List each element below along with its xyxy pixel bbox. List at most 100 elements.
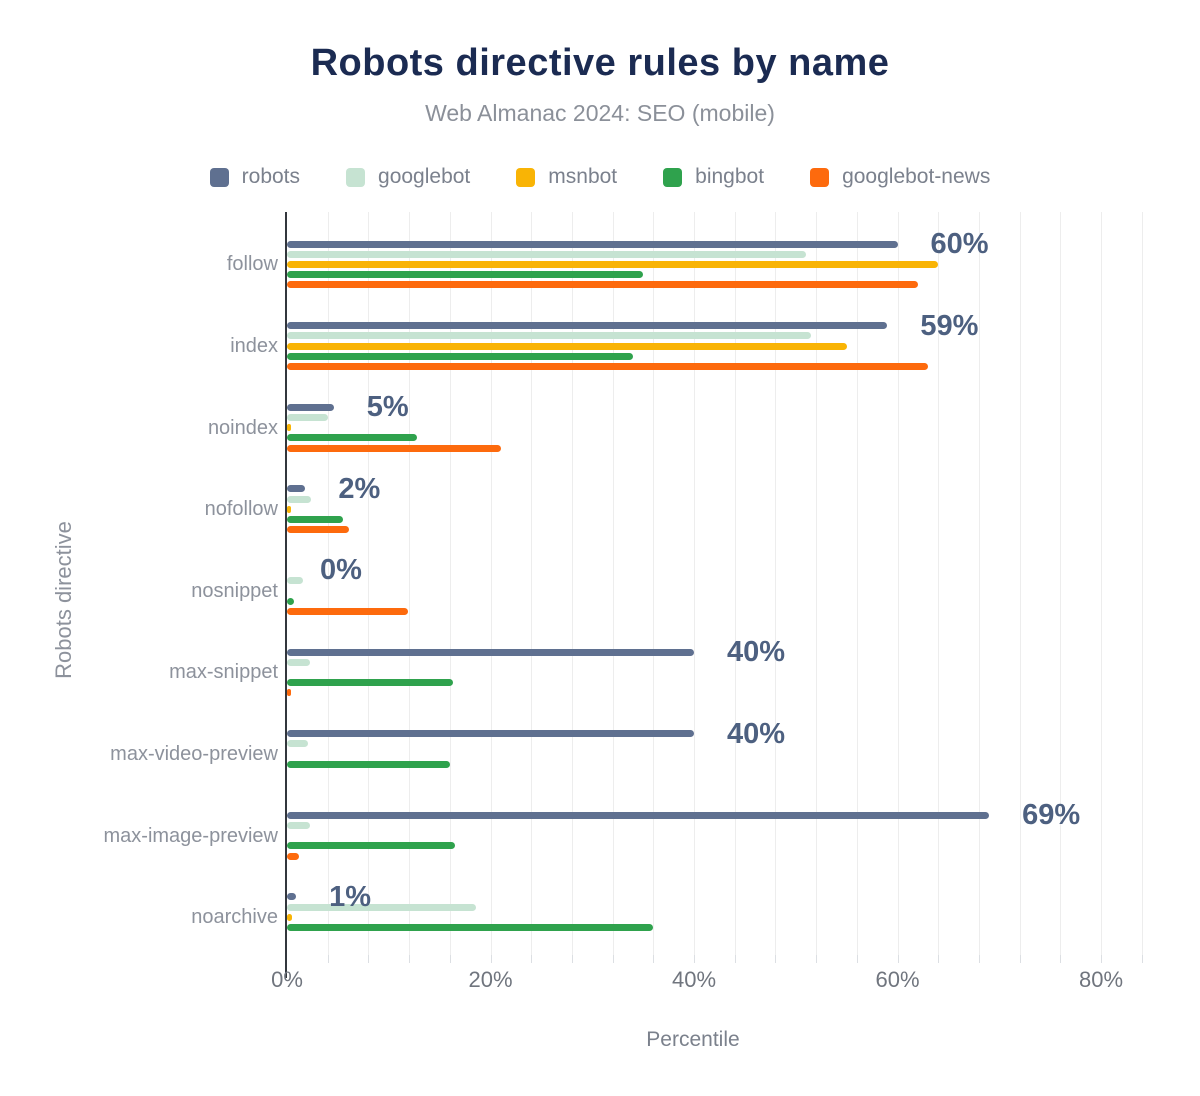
bar-googlebot-news [287, 362, 929, 370]
legend-swatch-robots [209, 167, 229, 187]
bar-robots [287, 403, 334, 411]
axis-tick [571, 955, 573, 963]
y-tick-label: max-snippet [169, 661, 278, 684]
y-tick-label: index [230, 335, 278, 357]
grid-line [1141, 212, 1143, 955]
axis-tick [1141, 955, 1143, 963]
grid-line [612, 212, 614, 955]
x-tick-label: 80% [1079, 967, 1124, 992]
x-tick-label: 0% [271, 967, 303, 992]
axis-tick [856, 955, 858, 963]
plot-area: 60% 59% 5% 2% 0% 40% 40% 69% 1% [287, 212, 1152, 955]
bar-googlebot [287, 903, 477, 911]
grid-line [1019, 212, 1021, 955]
bar-googlebot [287, 250, 806, 258]
bar-googlebot-news [287, 852, 300, 860]
chart-title: Robots directive rules by name [310, 42, 890, 84]
bar-googlebot [287, 413, 328, 421]
bar-robots [287, 322, 888, 330]
x-tick-label: 40% [672, 967, 717, 992]
bar-bingbot [287, 515, 343, 523]
bar-googlebot [287, 658, 311, 666]
bar-bingbot [287, 679, 453, 687]
y-tick-label: max-image-preview [103, 824, 279, 847]
bar-googlebot [287, 821, 311, 829]
axis-tick [1101, 955, 1103, 963]
y-axis-line [285, 212, 287, 978]
legend-item-msnbot: msnbot [516, 165, 617, 189]
y-tick-label: nosnippet [191, 579, 278, 602]
legend-label: robots [241, 165, 301, 188]
y-axis-tick-labels: follow index noindex nofollow nosnippet max-s… [0, 212, 279, 955]
bar-googlebot-news [287, 281, 918, 289]
bar-googlebot-news [287, 607, 409, 615]
legend-item-googlebot-news: googlebot-news [810, 165, 990, 189]
legend-swatch-msnbot [516, 167, 536, 187]
bar-msnbot [287, 342, 847, 350]
grid-line [1101, 212, 1103, 955]
grid-line [571, 212, 573, 955]
bar-robots [287, 485, 306, 493]
value-label: 5% [366, 391, 409, 424]
value-label: 2% [338, 472, 381, 505]
value-label: 69% [1022, 799, 1081, 832]
legend-label: bingbot [695, 165, 765, 188]
axis-tick [816, 955, 818, 963]
bar-googlebot-news [287, 444, 501, 452]
grid-line [490, 212, 492, 955]
bar-googlebot [287, 577, 304, 585]
legend-label: googlebot [378, 165, 471, 188]
axis-tick [653, 955, 655, 963]
grid-line [1060, 212, 1062, 955]
legend-swatch-bingbot [663, 167, 683, 187]
x-tick-label: 20% [468, 967, 513, 992]
legend-label: msnbot [548, 165, 618, 188]
y-tick-label: nofollow [204, 498, 278, 521]
grid-line [775, 212, 777, 955]
legend-label: googlebot-news [842, 165, 991, 188]
y-tick-label: follow [226, 253, 278, 276]
bar-bingbot [287, 760, 450, 768]
legend: robots googlebot msnbot bingbot googlebot-ne… [0, 165, 1200, 189]
bar-robots [287, 648, 695, 656]
grid-line [327, 212, 329, 955]
grid-line [694, 212, 696, 955]
bar-bingbot [287, 923, 654, 931]
bar-googlebot [287, 740, 309, 748]
axis-tick [775, 955, 777, 963]
grid-line [816, 212, 818, 955]
axis-tick [1019, 955, 1021, 963]
axis-tick [449, 955, 451, 963]
axis-tick [368, 955, 370, 963]
grid-line [978, 212, 980, 955]
grid-line [734, 212, 736, 955]
bar-bingbot [287, 434, 418, 442]
bar-bingbot [287, 271, 644, 279]
axis-tick [978, 955, 980, 963]
grid-line [409, 212, 411, 955]
bar-bingbot [287, 597, 295, 605]
grid-line [449, 212, 451, 955]
legend-swatch-googlebot-news [810, 167, 830, 187]
axis-tick [734, 955, 736, 963]
axis-tick [938, 955, 940, 963]
bar-robots [287, 240, 898, 248]
grid-line [856, 212, 858, 955]
axis-tick [694, 955, 696, 963]
axis-tick [327, 955, 329, 963]
value-label: 40% [727, 636, 786, 668]
legend-swatch-googlebot [346, 167, 366, 187]
axis-tick [531, 955, 533, 963]
y-tick-label: noindex [207, 416, 278, 439]
bar-bingbot [287, 352, 633, 360]
bar-msnbot [287, 260, 939, 268]
axis-tick [612, 955, 614, 963]
bar-googlebot-news [287, 526, 350, 534]
grid-line [653, 212, 655, 955]
x-axis: 0% 20% 40% 60% 80% [271, 955, 1152, 1015]
bar-googlebot [287, 332, 812, 340]
y-tick-label: noarchive [191, 906, 278, 929]
axis-tick [897, 955, 899, 963]
legend-item-googlebot: googlebot [346, 165, 470, 189]
bar-msnbot [287, 505, 292, 513]
